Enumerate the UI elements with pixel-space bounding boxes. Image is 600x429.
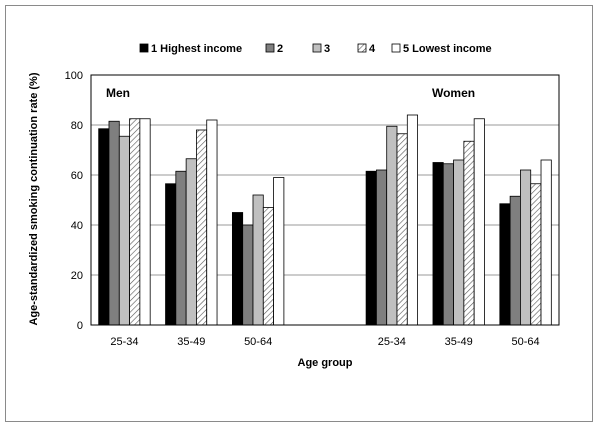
x-tick-label-women-50-64: 50-64 [512, 336, 540, 348]
legend-swatch-1 [139, 43, 149, 53]
bar-women-25-34-s1 [365, 170, 377, 326]
bar-men-50-64-s4 [262, 207, 274, 326]
bar-women-50-64-s3 [520, 169, 532, 326]
y-tick-label-60: 60 [71, 170, 83, 182]
y-tick-label-100: 100 [65, 70, 83, 82]
x-tick-label-men-25-34: 25-34 [110, 336, 138, 348]
legend-label-2: 2 [277, 43, 283, 55]
bar-women-35-49-s5 [473, 118, 485, 326]
x-tick-label-men-50-64: 50-64 [244, 336, 272, 348]
bar-men-50-64-s3 [252, 194, 264, 326]
gridlines [91, 74, 559, 276]
y-axis-title: Age-standardized smoking continuation ra… [28, 72, 40, 325]
bar-women-25-34-s5 [406, 114, 419, 326]
legend-label-3: 3 [324, 43, 330, 55]
bar-women-35-49-s3 [453, 159, 465, 326]
x-tick-label-men-35-49: 35-49 [177, 336, 205, 348]
y-tick-label-40: 40 [71, 220, 83, 232]
bar-men-50-64-s5 [273, 177, 285, 326]
bar-men-35-49-s1 [165, 183, 177, 326]
x-axis-title: Age group [298, 357, 353, 369]
legend-label-5: 5 Lowest income [403, 43, 492, 55]
bar-women-35-49-s2 [442, 163, 454, 326]
bar-men-35-49-s3 [185, 158, 197, 326]
bar-men-25-34-s1 [98, 128, 110, 326]
legend-swatch-5 [391, 43, 401, 53]
panel-title-men: Men [106, 86, 130, 100]
bars-layer [98, 114, 552, 326]
axes: 0 20 40 60 80 100 25-34 35-49 50-64 Men 25-34 35-49… [65, 70, 560, 348]
plot-area [90, 74, 560, 326]
y-tick-label-0: 0 [77, 320, 83, 332]
bar-women-50-64-s4 [530, 183, 542, 326]
bar-men-25-34-s3 [118, 135, 130, 326]
x-tick-label-women-35-49: 35-49 [445, 336, 473, 348]
legend-swatch-3 [312, 43, 322, 53]
bar-men-25-34-s2 [108, 120, 120, 326]
legend-swatch-2 [265, 43, 275, 53]
legend-label-4: 4 [369, 43, 376, 55]
x-tick-label-women-25-34: 25-34 [378, 336, 406, 348]
bar-men-50-64-s2 [242, 224, 254, 326]
y-tick-label-80: 80 [71, 120, 83, 132]
bar-men-50-64-s1 [231, 212, 244, 326]
legend-label-1: 1 Highest income [151, 43, 242, 55]
bar-men-25-34-s4 [129, 118, 141, 326]
chart-frame: 1 Highest income 2 3 4 5 Lowest income 0 20 40… [5, 5, 593, 422]
bar-women-25-34-s3 [386, 125, 398, 326]
bar-men-35-49-s2 [175, 170, 187, 326]
bar-men-25-34-s5 [139, 118, 151, 326]
bar-chart: 1 Highest income 2 3 4 5 Lowest income 0 20 40… [28, 43, 560, 369]
bar-women-25-34-s4 [396, 133, 408, 326]
panel-title-women: Women [432, 86, 475, 100]
bar-men-35-49-s4 [196, 129, 208, 326]
bar-women-35-49-s4 [463, 140, 475, 326]
bar-women-35-49-s1 [432, 162, 444, 326]
bar-women-25-34-s2 [376, 169, 388, 326]
bar-women-50-64-s5 [540, 159, 552, 326]
y-tick-label-20: 20 [71, 270, 83, 282]
bar-women-50-64-s2 [509, 195, 521, 326]
legend-swatch-4 [357, 43, 367, 53]
bar-men-35-49-s5 [206, 119, 218, 326]
bar-women-50-64-s1 [499, 203, 511, 326]
legend: 1 Highest income 2 3 4 5 Lowest income [139, 43, 492, 55]
